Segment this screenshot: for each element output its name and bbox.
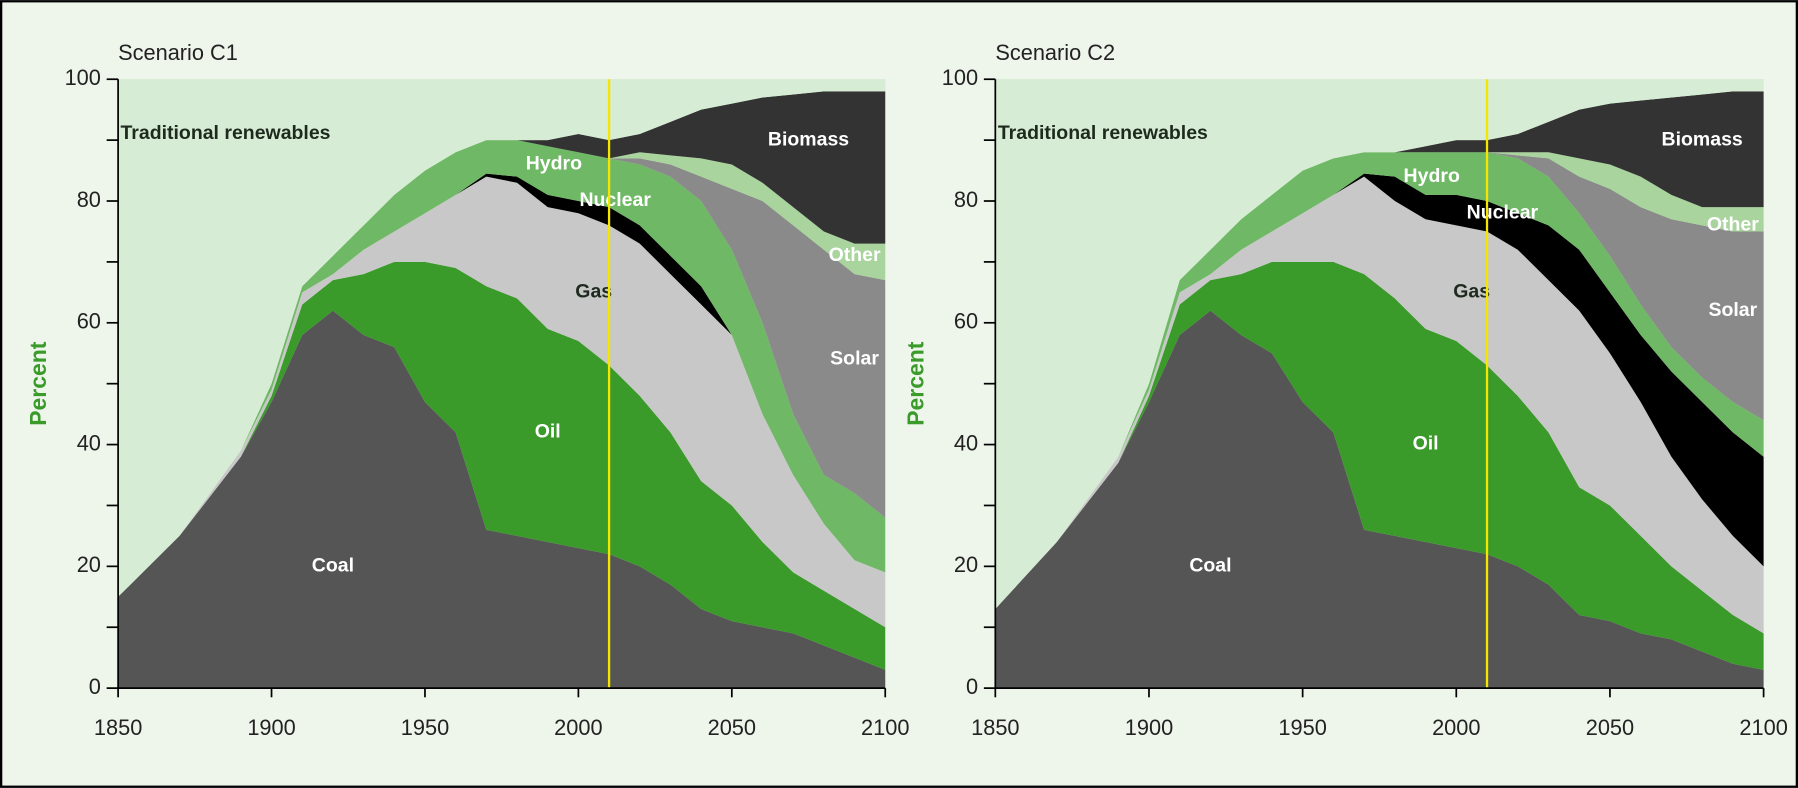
area [995, 91, 1764, 609]
area-label: Nuclear [1467, 201, 1539, 223]
y-axis-label: Percent [25, 341, 51, 425]
area-label: Other [1707, 214, 1759, 236]
x-tick-label: 1900 [1125, 715, 1173, 740]
area-label: Oil [535, 421, 561, 443]
area [995, 79, 1764, 609]
x-tick-label: 2000 [554, 715, 602, 740]
area-label: Gas [575, 281, 612, 303]
y-tick-label: 20 [77, 552, 101, 577]
y-tick-label: 40 [954, 430, 978, 455]
x-tick-label: 2100 [861, 715, 909, 740]
x-tick-label: 1900 [247, 715, 295, 740]
area-label: Traditional renewables [998, 122, 1208, 144]
area [118, 261, 886, 670]
y-tick-label: 80 [954, 187, 978, 212]
y-tick-label: 40 [77, 430, 101, 455]
y-tick-label: 100 [65, 65, 101, 90]
x-tick-label: 2050 [1586, 715, 1634, 740]
area [118, 79, 886, 597]
y-tick-label: 60 [954, 309, 978, 334]
area [118, 173, 886, 597]
chart-title: Scenario C2 [995, 40, 1115, 65]
area-label: Oil [1413, 433, 1439, 455]
area [118, 140, 886, 597]
area-label: Gas [1453, 281, 1490, 303]
y-tick-label: 20 [954, 552, 978, 577]
x-tick-label: 1950 [1278, 715, 1326, 740]
area-label: Biomass [768, 128, 849, 150]
area-label: Traditional renewables [120, 122, 330, 144]
x-tick-label: 2050 [708, 715, 756, 740]
area-label: Biomass [1662, 128, 1743, 150]
area [995, 310, 1764, 689]
y-axis-label: Percent [902, 341, 928, 425]
x-tick-label: 2000 [1432, 715, 1480, 740]
area-label: Other [829, 244, 881, 266]
area-label: Nuclear [579, 189, 651, 211]
area-label: Hydro [526, 153, 582, 175]
area-label: Coal [312, 555, 354, 577]
area [995, 176, 1764, 634]
x-tick-label: 2100 [1739, 715, 1787, 740]
y-tick-label: 80 [77, 187, 101, 212]
area-label: Hydro [1404, 165, 1460, 187]
x-tick-label: 1850 [94, 715, 142, 740]
y-tick-label: 100 [942, 65, 978, 90]
area-label: Solar [830, 347, 879, 369]
y-tick-label: 60 [77, 309, 101, 334]
x-tick-label: 1850 [971, 715, 1019, 740]
x-tick-label: 1950 [401, 715, 449, 740]
area [118, 91, 886, 597]
area [118, 176, 886, 628]
area-label: Coal [1189, 555, 1231, 577]
area [995, 261, 1764, 670]
area [118, 310, 886, 689]
chart-title: Scenario C1 [118, 40, 238, 65]
area-label: Solar [1709, 299, 1758, 321]
y-tick-label: 0 [966, 674, 978, 699]
area [995, 173, 1764, 609]
y-tick-label: 0 [89, 674, 101, 699]
